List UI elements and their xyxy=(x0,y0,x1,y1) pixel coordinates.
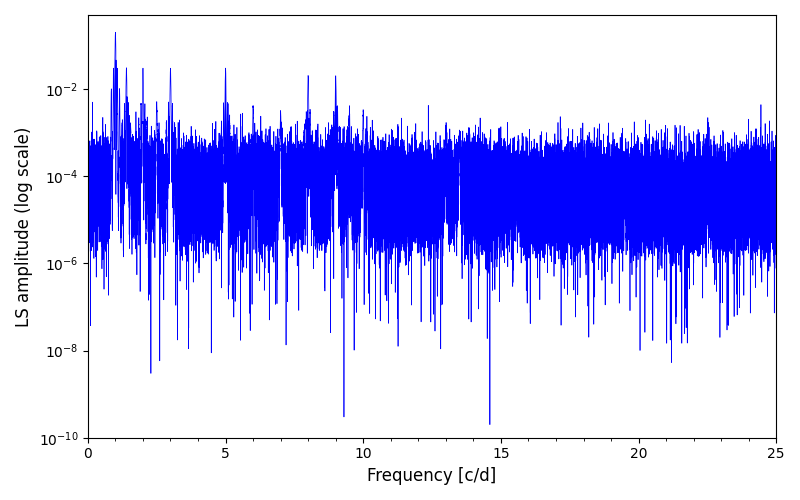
Y-axis label: LS amplitude (log scale): LS amplitude (log scale) xyxy=(15,126,33,326)
X-axis label: Frequency [c/d]: Frequency [c/d] xyxy=(367,467,497,485)
